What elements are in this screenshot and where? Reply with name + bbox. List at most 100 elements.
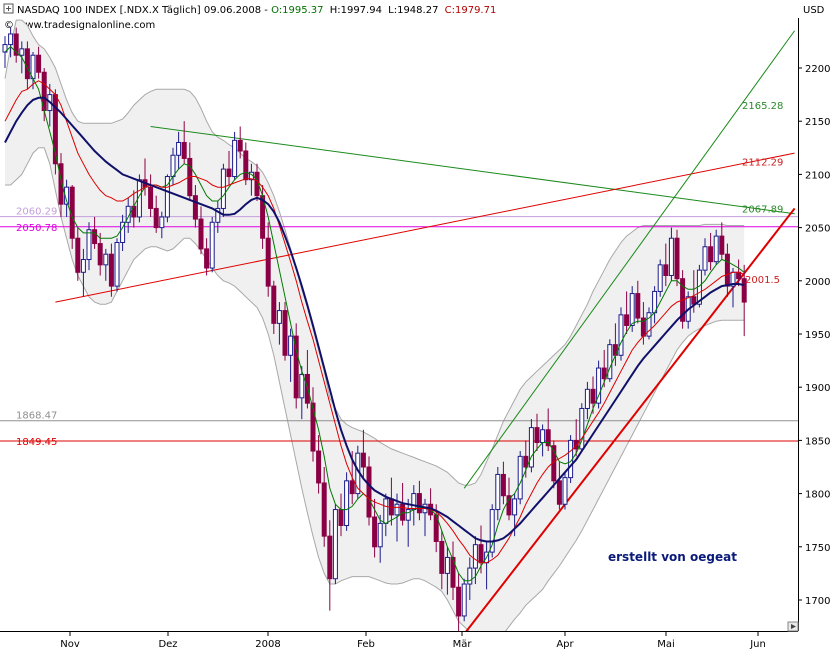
candle-body — [310, 402, 316, 452]
x-tick-label: Nov — [60, 639, 80, 650]
candle-body — [36, 54, 42, 73]
trendline-value-label: 2067.89 — [742, 205, 783, 216]
candle-body — [607, 344, 613, 380]
candle-body — [276, 310, 282, 324]
candle-body — [383, 498, 389, 524]
candle-body — [164, 176, 170, 218]
candle-body — [741, 278, 747, 303]
y-tick-label: 2150 — [805, 117, 830, 128]
candle-body — [215, 207, 221, 223]
candle-body — [556, 480, 562, 505]
trendline-value-label: 2112.29 — [742, 157, 783, 168]
candle-body — [136, 179, 142, 218]
level-label: 2050.78 — [16, 223, 57, 234]
resistance-trendline — [150, 126, 795, 215]
candle-body — [75, 237, 81, 273]
candle-body — [590, 388, 596, 404]
candle-body — [663, 264, 669, 276]
uptrend-line — [465, 207, 796, 631]
candle-body — [724, 253, 730, 287]
candle-body — [265, 237, 271, 287]
candle-body — [204, 248, 210, 269]
candle-body — [489, 509, 495, 553]
scroll-right-button[interactable] — [787, 621, 799, 632]
x-tick-label: Jun — [749, 639, 766, 650]
candle-body — [58, 163, 64, 205]
candle-body — [372, 516, 378, 548]
ma-fast-line — [4, 46, 745, 582]
candle-body — [159, 216, 165, 229]
candle-body — [512, 498, 518, 516]
candle-body — [366, 466, 372, 518]
candle-body — [316, 450, 322, 484]
channel-trendline — [463, 30, 796, 489]
candle-body — [461, 583, 467, 617]
y-tick-label: 1700 — [805, 596, 830, 607]
horizontal-levels — [0, 216, 798, 442]
candle-body — [148, 186, 154, 209]
candle-body — [327, 535, 333, 580]
candle-body — [332, 509, 338, 580]
candle-body — [13, 33, 19, 56]
candle-body — [192, 195, 198, 220]
candle-body — [19, 48, 25, 56]
moving-averages — [4, 46, 745, 582]
y-tick-label: 1850 — [805, 436, 830, 447]
y-tick-label: 2100 — [805, 170, 830, 181]
candle-body — [153, 207, 159, 229]
candle-body — [612, 344, 618, 356]
candle-body — [120, 221, 126, 243]
band-upper-line — [4, 19, 745, 486]
chart-title: NASDAQ 100 INDEX [.NDX.X Täglich] 09.06.… — [17, 5, 271, 16]
candle-body — [450, 556, 456, 588]
candle-body — [80, 259, 86, 273]
currency-label: USD — [803, 5, 825, 16]
candle-body — [97, 243, 103, 266]
candle-body — [506, 495, 512, 516]
y-tick-label: 2050 — [805, 224, 830, 235]
candle-body — [444, 556, 450, 574]
svg-text:NASDAQ 100 INDEX [.NDX.X Tägl: NASDAQ 100 INDEX [.NDX.X Täglich] 09.06.… — [17, 5, 496, 16]
candle-body — [321, 482, 327, 537]
x-tick-label: Apr — [556, 639, 574, 650]
candle-body — [579, 407, 585, 450]
candle-body — [674, 237, 680, 280]
y-tick-label: 2000 — [805, 277, 830, 288]
candle-body — [86, 229, 92, 261]
x-tick-label: 2008 — [255, 639, 280, 650]
source-credit: © www.tradesignalonline.com — [4, 20, 155, 31]
x-tick-label: Mär — [453, 639, 473, 650]
candle-body — [108, 253, 114, 287]
candles — [2, 27, 747, 631]
y-tick-label: 1800 — [805, 490, 830, 501]
candle-body — [271, 285, 277, 324]
candle-body — [232, 139, 238, 178]
candle-body — [719, 235, 725, 255]
candle-body — [528, 427, 534, 468]
trendline-value-label: 2165.28 — [742, 101, 783, 112]
band-lower-line — [5, 147, 745, 631]
y-tick-label: 1750 — [805, 543, 830, 554]
candle-body — [573, 439, 579, 450]
candle-body — [624, 314, 630, 326]
candle-body — [282, 310, 288, 356]
y-tick-label: 1950 — [805, 330, 830, 341]
candle-body — [237, 139, 243, 152]
candle-body — [618, 314, 624, 356]
level-label: 2060.29 — [16, 207, 57, 218]
candle-body — [534, 427, 540, 444]
candle-body — [8, 33, 14, 46]
candle-body — [103, 253, 109, 266]
candle-body — [472, 544, 478, 569]
candle-body — [405, 509, 411, 521]
candle-body — [209, 221, 215, 269]
candle-body — [114, 241, 120, 287]
candle-body — [646, 312, 652, 337]
candle-body — [226, 168, 232, 178]
candle-body — [500, 473, 506, 497]
x-axis-ticks: Nov Dez 2008 Feb Mär Apr Mai Jun — [60, 631, 766, 650]
candle-body — [125, 205, 131, 223]
candle-body — [708, 246, 714, 263]
candle-body — [411, 493, 417, 511]
